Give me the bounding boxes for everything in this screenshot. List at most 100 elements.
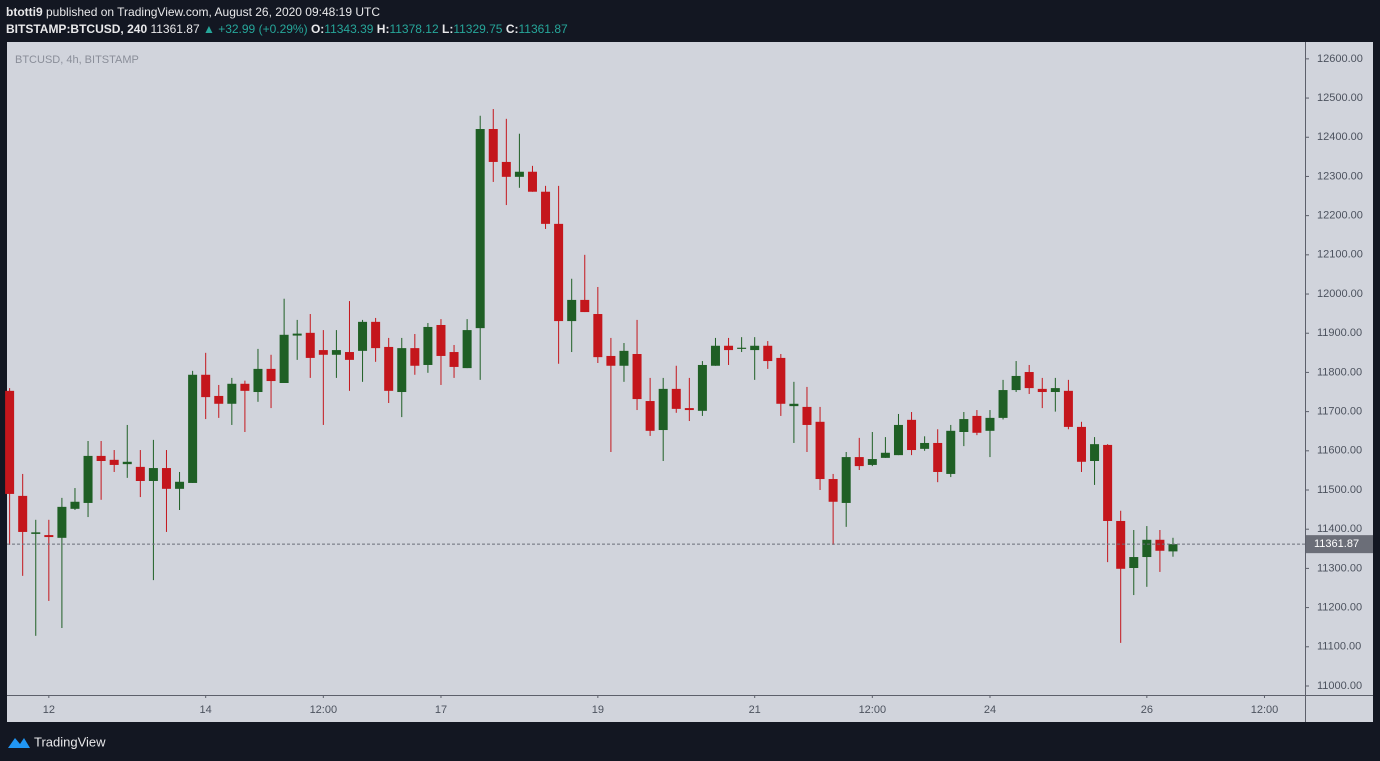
candle-body: [776, 357, 786, 404]
candle-body: [632, 353, 642, 400]
candle-body: [815, 421, 825, 480]
candle-body: [371, 321, 381, 349]
y-tick-label: 12100.00: [1317, 249, 1363, 261]
candle-body: [593, 314, 603, 358]
candle-body: [18, 495, 28, 532]
candle-body: [410, 348, 420, 366]
candle-body: [1142, 539, 1152, 558]
y-tick-label: 12400.00: [1317, 131, 1363, 143]
candle-body: [671, 388, 681, 409]
candle-body: [854, 457, 864, 467]
candle-body: [527, 171, 537, 192]
low-value: 11329.75: [453, 22, 503, 36]
y-tick-label: 11800.00: [1317, 366, 1362, 378]
candle-body: [1103, 444, 1113, 521]
y-tick-label: 12500.00: [1317, 92, 1363, 104]
candle-body: [658, 388, 668, 431]
y-tick-label: 11100.00: [1317, 641, 1361, 653]
candle-body: [344, 352, 354, 360]
candle-body: [1168, 544, 1178, 552]
close-value: 11361.87: [518, 22, 568, 36]
candle-body: [279, 334, 289, 384]
candle-body: [763, 345, 773, 362]
candle-body: [266, 368, 276, 382]
x-tick-label: 26: [1141, 704, 1153, 716]
candle-body: [70, 501, 80, 509]
x-tick-label: 12:00: [310, 704, 338, 716]
y-tick-label: 11000.00: [1317, 680, 1362, 692]
candle-body: [959, 419, 969, 432]
y-tick-label: 11200.00: [1317, 601, 1362, 613]
candle-body: [554, 223, 564, 322]
candle-body: [358, 321, 368, 351]
x-tick-label: 19: [592, 704, 604, 716]
candle-body: [724, 345, 734, 351]
candle-body: [1129, 557, 1139, 569]
close-label: C:: [505, 22, 519, 36]
candle-body: [5, 390, 15, 494]
candle-body: [475, 129, 485, 329]
candle-body: [1050, 388, 1060, 393]
candle-body: [488, 129, 498, 162]
symbol-line: BITSTAMP:BTCUSD, 240 11361.87 ▲ +32.99 (…: [6, 21, 568, 38]
candle-body: [96, 455, 106, 462]
x-tick-label: 12:00: [859, 704, 887, 716]
change: ▲ +32.99 (+0.29%): [202, 22, 308, 36]
brand[interactable]: TradingView: [34, 734, 106, 749]
y-tick-label: 11500.00: [1317, 484, 1362, 496]
candle-body: [1063, 390, 1073, 427]
candle-body: [907, 419, 917, 451]
chart-title: BTCUSD, 4h, BITSTAMP: [15, 54, 139, 66]
candle-body: [57, 506, 67, 538]
candle-body: [109, 459, 119, 465]
candle-body: [201, 374, 211, 398]
y-tick-label: 11400.00: [1317, 523, 1362, 535]
candle-body: [684, 408, 694, 411]
open-label: O:: [310, 22, 325, 36]
candle-body: [1037, 388, 1047, 393]
y-tick-label: 11600.00: [1317, 445, 1362, 457]
candle-body: [44, 535, 54, 538]
candle-body: [880, 452, 890, 458]
x-tick-label: 24: [984, 704, 996, 716]
candle-body: [645, 401, 655, 431]
candle-body: [802, 406, 812, 425]
candle-body: [292, 333, 302, 336]
x-tick-label: 12:00: [1251, 704, 1279, 716]
candle-body: [305, 332, 315, 358]
candle-body: [972, 415, 982, 433]
candle-body: [710, 345, 720, 366]
open-value: 11343.39: [324, 22, 374, 36]
candle-body: [214, 395, 224, 404]
candle-body: [750, 345, 760, 351]
candle-body: [384, 346, 394, 391]
candle-body: [253, 368, 263, 393]
candle-body: [188, 374, 198, 483]
candle-body: [580, 299, 590, 313]
candle-body: [697, 364, 707, 411]
x-tick-label: 21: [749, 704, 761, 716]
publish-line: btotti9 published on TradingView.com, Au…: [6, 4, 568, 21]
candle-body: [606, 355, 616, 366]
candle-body: [1024, 372, 1034, 389]
candle-body: [1116, 520, 1126, 569]
last-price-label: 11361.87: [1314, 538, 1359, 550]
candle-body: [828, 479, 838, 502]
candle-body: [541, 191, 551, 224]
candle-body: [998, 390, 1008, 418]
logo: [8, 738, 30, 748]
candle-body: [737, 347, 747, 349]
y-tick-label: 12000.00: [1317, 288, 1363, 300]
x-tick-label: 17: [435, 704, 447, 716]
y-tick-label: 12600.00: [1317, 53, 1363, 65]
candle-body: [946, 430, 956, 474]
candle-body: [1155, 539, 1165, 551]
y-tick-label: 11900.00: [1317, 327, 1362, 339]
candle-body: [933, 442, 943, 472]
high-value: 11378.12: [389, 22, 439, 36]
candle-body: [161, 468, 171, 489]
author[interactable]: btotti9: [6, 5, 43, 19]
x-tick-label: 12: [43, 704, 55, 716]
